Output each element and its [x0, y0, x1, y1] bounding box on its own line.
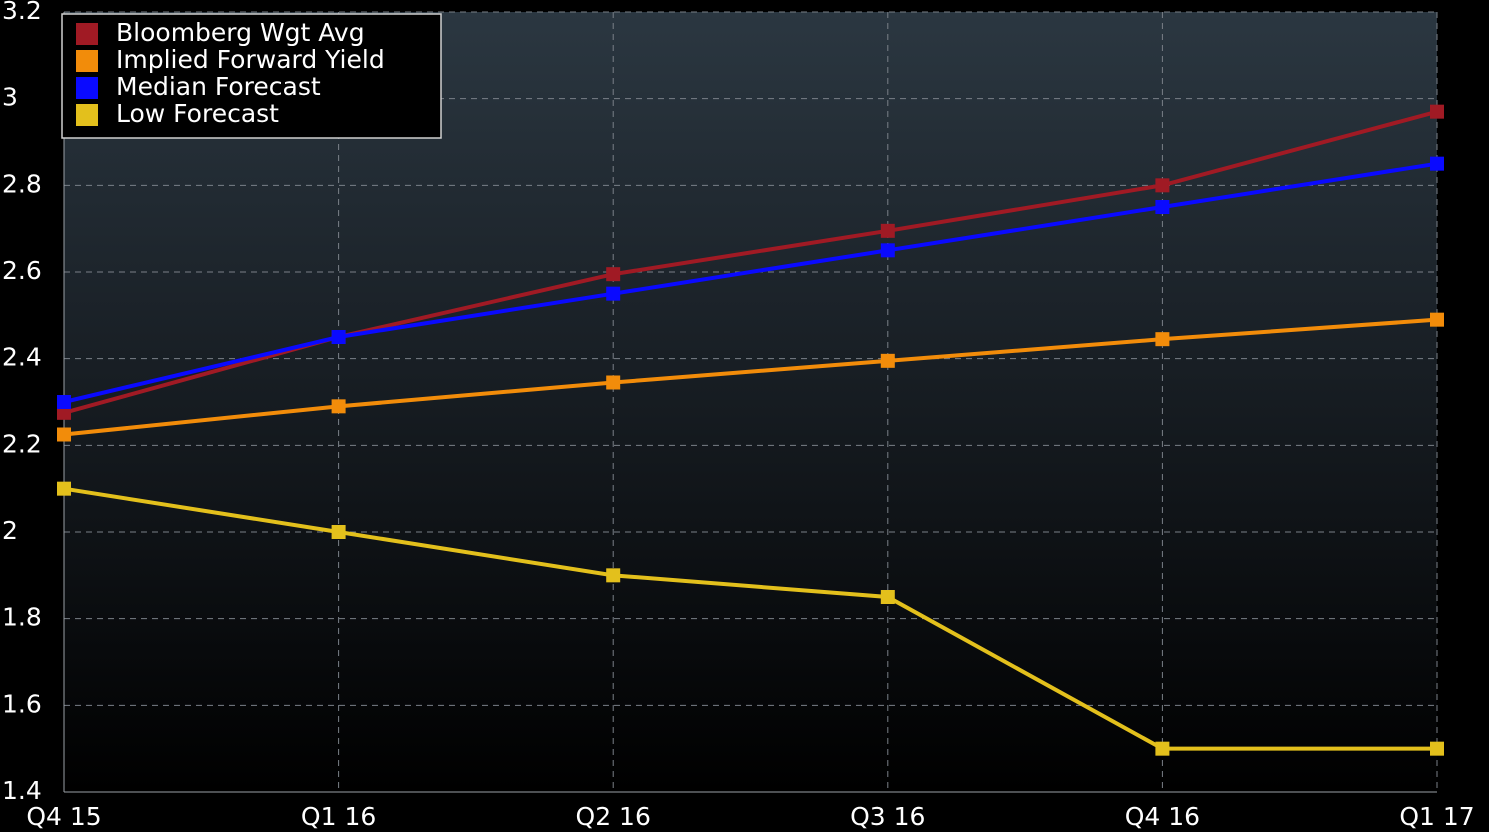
legend-swatch — [76, 104, 98, 126]
legend-swatch — [76, 50, 98, 72]
series-line — [63, 486, 1437, 751]
marker — [606, 286, 621, 301]
y-tick-label: 2.6 — [2, 256, 42, 285]
marker — [1155, 332, 1170, 347]
marker — [606, 267, 621, 282]
x-tick-label: Q3 16 — [850, 802, 925, 831]
x-tick-label: Q4 15 — [26, 802, 101, 831]
marker — [331, 525, 346, 539]
y-tick-label: 1.8 — [2, 603, 42, 632]
x-tick-label: Q4 16 — [1125, 802, 1200, 831]
marker — [57, 481, 71, 496]
x-tick-label: Q1 16 — [301, 802, 376, 831]
lines — [57, 104, 1444, 756]
y-tick-label: 2.8 — [2, 169, 42, 198]
marker — [1155, 741, 1170, 756]
legend-swatch — [76, 77, 98, 99]
marker — [331, 330, 346, 344]
legend-box — [61, 13, 442, 139]
x-tick-label: Q1 17 — [1399, 802, 1474, 831]
marker — [880, 243, 895, 258]
legend-label: Low Forecast — [116, 99, 279, 128]
y-tick-label: 3.2 — [2, 0, 42, 25]
y-tick-label: 1.4 — [2, 776, 42, 805]
marker — [880, 590, 895, 604]
marker — [331, 399, 346, 414]
marker — [1155, 178, 1170, 193]
marker — [606, 568, 621, 583]
plot-area — [64, 12, 1437, 792]
marker — [1430, 156, 1444, 171]
marker — [57, 405, 71, 420]
y-tick-label: 2 — [2, 516, 18, 545]
marker — [1430, 104, 1444, 119]
legend-label: Implied Forward Yield — [116, 45, 385, 74]
marker — [1430, 312, 1444, 327]
marker — [1430, 741, 1444, 756]
marker — [57, 427, 71, 442]
x-tick-label: Q2 16 — [576, 802, 651, 831]
series-line — [63, 161, 1438, 404]
y-tick-label: 2.4 — [2, 343, 42, 372]
series-line — [63, 317, 1438, 437]
marker — [57, 395, 71, 409]
y-tick-label: 3 — [2, 83, 18, 112]
marker — [606, 375, 621, 390]
marker — [1155, 200, 1170, 214]
legend-label: Bloomberg Wgt Avg — [116, 18, 365, 47]
marker — [880, 223, 895, 238]
y-tick-label: 2.2 — [2, 429, 42, 458]
marker — [880, 353, 895, 368]
y-tick-label: 1.6 — [2, 689, 42, 718]
legend-swatch — [76, 23, 98, 45]
legend-label: Median Forecast — [116, 72, 321, 101]
